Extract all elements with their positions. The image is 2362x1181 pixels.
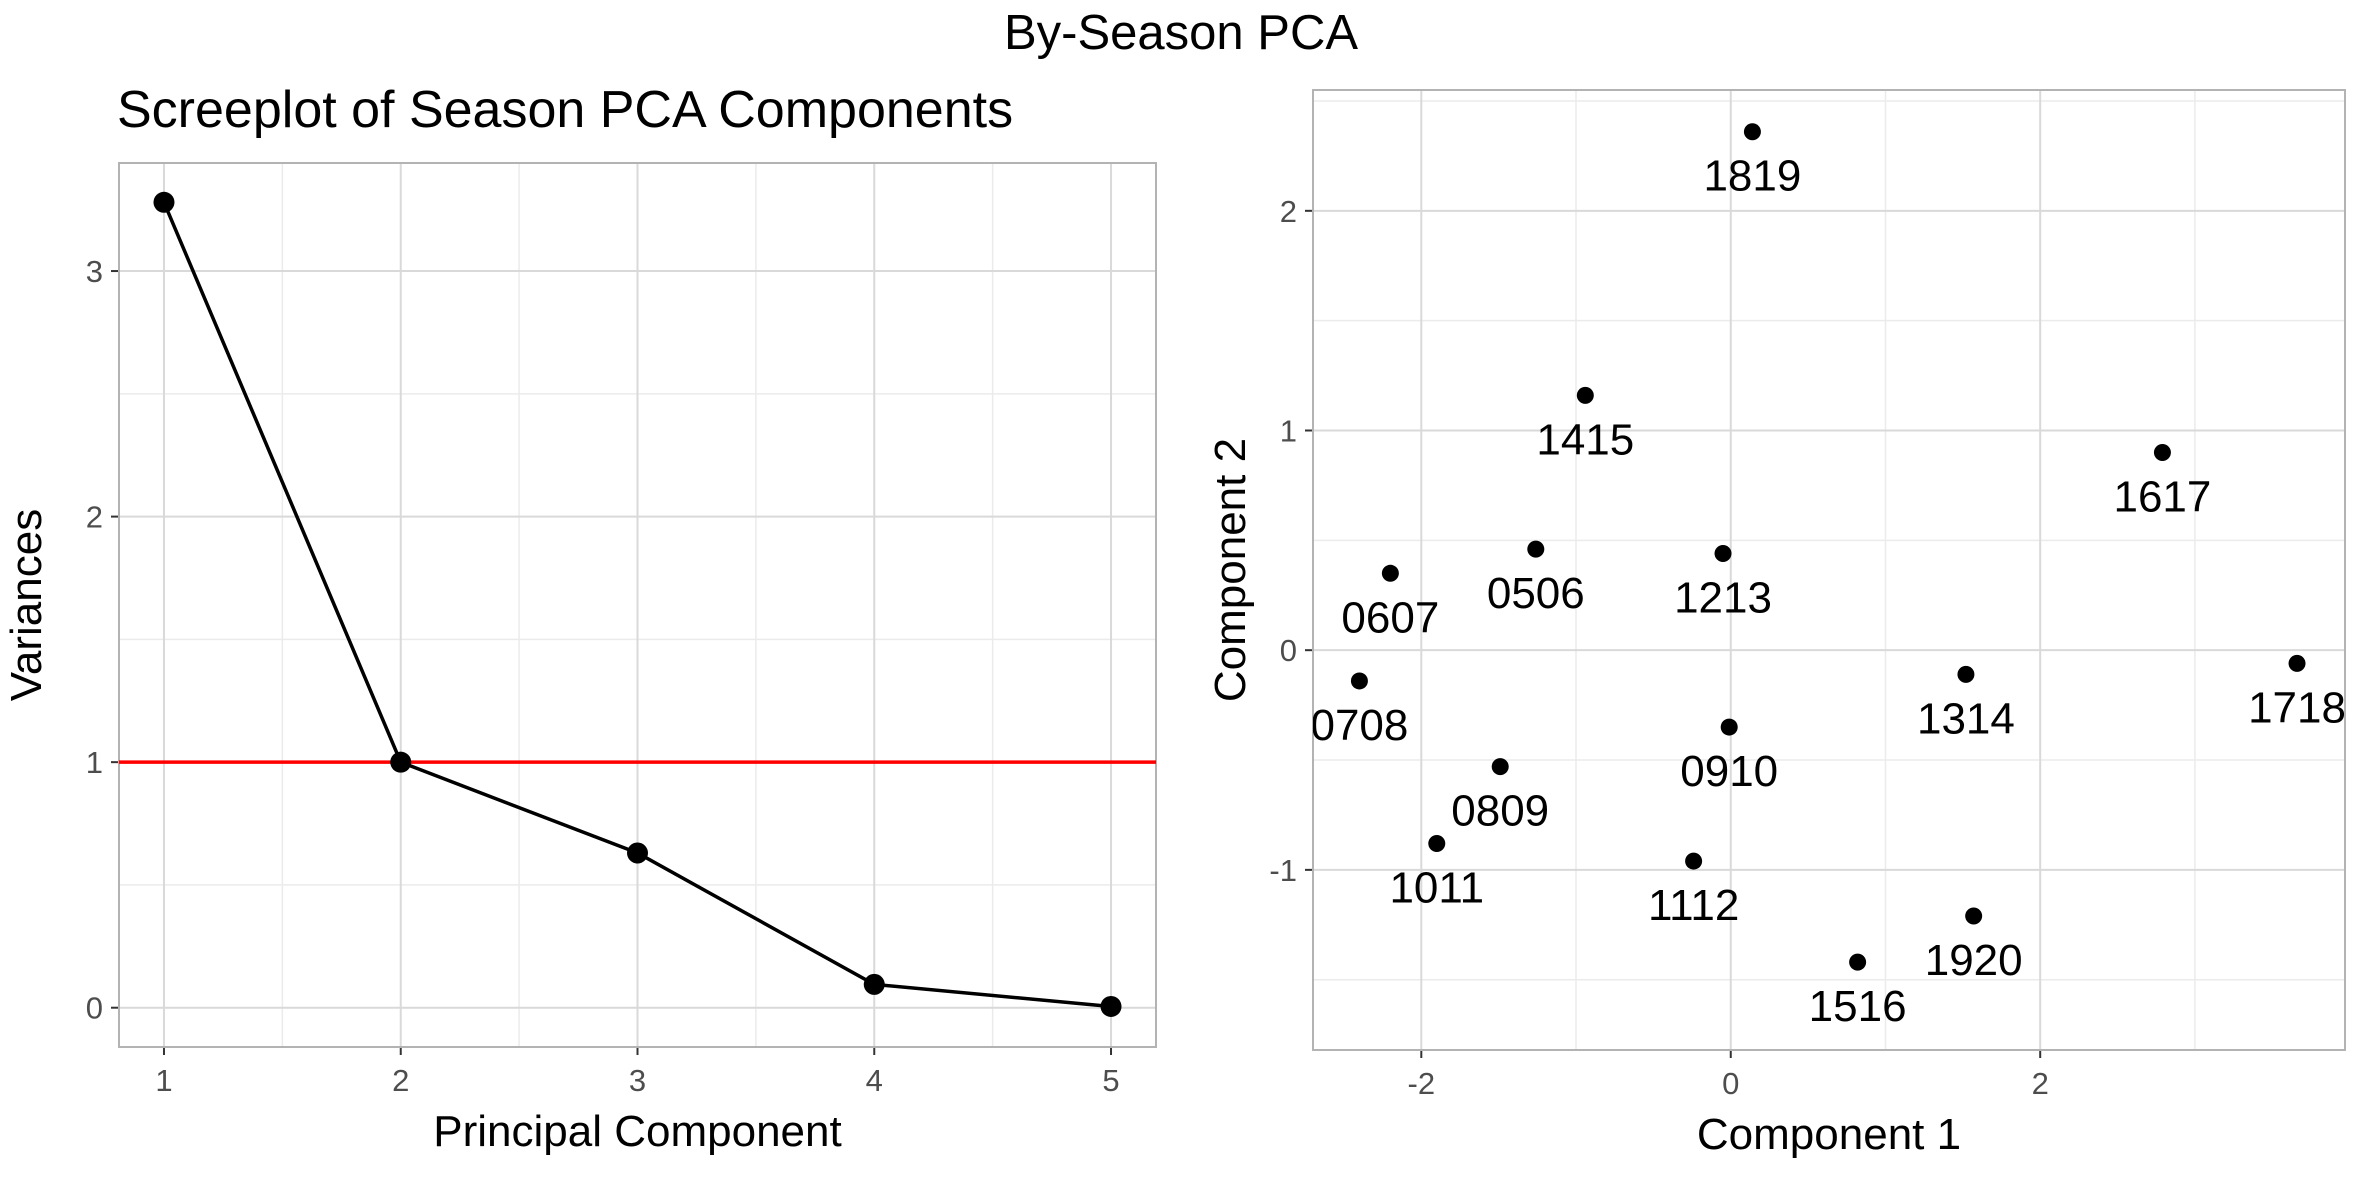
variance-point (863, 973, 885, 995)
y-tick-label: 1 (86, 745, 103, 780)
y-tick-label: 2 (86, 500, 103, 535)
season-point (1350, 672, 1368, 690)
variance-point (1100, 995, 1122, 1017)
season-point (1849, 953, 1867, 971)
x-tick-label: -2 (1408, 1066, 1436, 1101)
season-label: 1112 (1648, 881, 1739, 930)
season-label: 0910 (1680, 747, 1778, 796)
season-label: 1516 (1809, 982, 1907, 1031)
variance-point (153, 191, 175, 213)
season-label: 1819 (1703, 152, 1801, 201)
season-point (2288, 654, 2306, 672)
season-label: 0809 (1451, 787, 1549, 836)
season-label: 1617 (2113, 472, 2211, 521)
scree-title: Screeplot of Season PCA Components (117, 81, 1013, 139)
x-tick-label: 3 (629, 1063, 646, 1098)
season-point (1428, 835, 1446, 853)
season-point (1527, 540, 1545, 558)
season-point (2153, 443, 2171, 461)
season-label: 0708 (1310, 701, 1408, 750)
x-tick-label: 5 (1102, 1063, 1119, 1098)
season-label: 0506 (1487, 569, 1585, 618)
variance-point (390, 751, 412, 773)
y-tick-label: 0 (86, 991, 103, 1026)
season-label: 1213 (1674, 574, 1772, 623)
season-label: 1314 (1917, 694, 2015, 743)
season-label: 1415 (1536, 415, 1634, 464)
variance-point (627, 842, 648, 864)
x-tick-label: 0 (1722, 1066, 1739, 1101)
scree-panel: 1 2 3 4 5 0 1 2 3 Principal Component Variances Scr… (2, 81, 1157, 1156)
season-point (1491, 758, 1509, 776)
scatter-points: 1819 1415 1617 0607 0506 1213 0708 1314 1718 0910… (1310, 123, 2346, 1031)
x-tick-label: 4 (866, 1063, 883, 1098)
x-tick-label: 1 (155, 1063, 172, 1098)
y-tick-label: 0 (1280, 633, 1297, 668)
y-axis-title: Variances (2, 509, 51, 701)
season-point (1576, 386, 1594, 404)
y-tick-label: 2 (1280, 194, 1297, 229)
season-label: 0607 (1341, 593, 1439, 642)
figure-title: By-Season PCA (1004, 6, 1358, 60)
x-axis-title: Component 1 (1697, 1110, 1961, 1159)
y-tick-label: 1 (1280, 414, 1297, 449)
y-tick-label: -1 (1269, 853, 1297, 888)
season-label: 1011 (1389, 864, 1484, 913)
x-tick-label: 2 (392, 1063, 409, 1098)
season-point (1685, 852, 1703, 870)
season-point (1720, 718, 1738, 736)
season-label: 1920 (1925, 936, 2023, 985)
season-point (1957, 665, 1975, 683)
y-tick-label: 3 (86, 254, 103, 289)
x-axis-title: Principal Component (433, 1107, 841, 1156)
season-point (1965, 907, 1983, 925)
plot-border (118, 162, 1157, 1048)
season-point (1714, 545, 1732, 563)
x-tick-label: 2 (2032, 1066, 2049, 1101)
season-label: 1718 (2248, 683, 2346, 732)
y-axis-title: Component 2 (1206, 438, 1255, 702)
season-point (1743, 123, 1761, 141)
season-point (1381, 564, 1399, 582)
plot-border (1312, 89, 2346, 1051)
